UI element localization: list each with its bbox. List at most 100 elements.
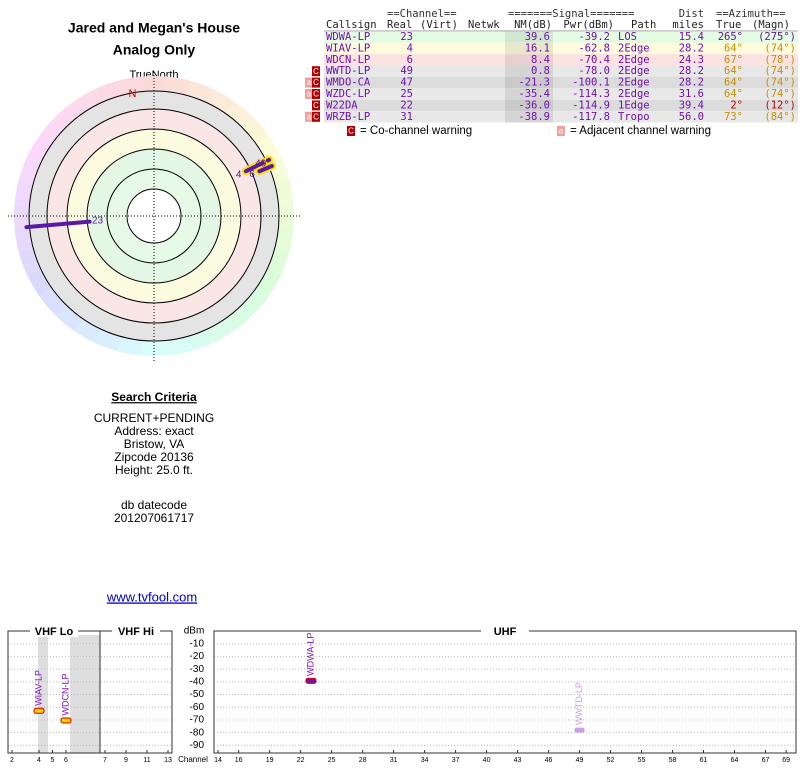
compass-ring <box>225 304 253 331</box>
warning-icon <box>312 100 320 111</box>
warning-icon <box>305 111 313 122</box>
x-tick-label: 6 <box>64 757 68 764</box>
x-tick-label: 43 <box>514 757 522 764</box>
cell-true: 67° <box>724 54 743 66</box>
cell-magn: (74°) <box>764 42 796 54</box>
panel-title: UHF <box>494 626 517 638</box>
cell-pwr: -114.3 <box>572 88 610 100</box>
cell-path: 2Edge <box>618 54 650 66</box>
y-axis-label: dBm <box>184 626 205 637</box>
title: Jared and Megan's House <box>68 20 240 36</box>
row-background <box>324 54 798 66</box>
column-header: NM(dB) <box>514 19 552 31</box>
x-tick-label: 7 <box>103 757 107 764</box>
panel-frame <box>99 630 173 754</box>
band-gap <box>70 635 100 753</box>
column-header: Netwk <box>468 19 500 31</box>
compass-ring <box>117 76 144 96</box>
search-title: Search Criteria <box>111 390 197 404</box>
group-header: =======Signal======= <box>508 8 634 20</box>
cell-callsign: WRZB-LP <box>326 111 370 123</box>
cell-callsign: WWTD-LP <box>326 65 370 77</box>
x-tick-label: 4 <box>37 757 41 764</box>
group-header: ==Channel== <box>387 8 457 20</box>
row-background <box>324 99 798 112</box>
warning-icon <box>312 111 320 122</box>
subtitle: Analog Only <box>113 42 196 58</box>
x-tick-label: 14 <box>214 757 222 764</box>
cell-path: 2Edge <box>618 77 650 89</box>
cell-real: 47 <box>400 77 413 89</box>
cell-miles: 28.2 <box>679 65 704 77</box>
legend-text: = Co-channel warning <box>360 125 472 137</box>
compass-ring <box>73 318 102 343</box>
cell-callsign: WDCN-LP <box>326 54 370 66</box>
cell-real: 22 <box>400 99 413 111</box>
y-tick-label: -30 <box>190 664 205 675</box>
nm-shade <box>505 42 553 55</box>
row-background <box>324 111 798 123</box>
station-label: 49 <box>255 159 267 170</box>
compass-ring <box>242 287 269 315</box>
station-label: 6 <box>249 169 255 180</box>
cell-true: 64° <box>724 42 743 54</box>
search-line: Bristow, VA <box>124 437 184 451</box>
y-tick-label: -60 <box>190 702 205 713</box>
cell-real: 49 <box>400 65 413 77</box>
compass-ring <box>55 101 83 128</box>
column-header: Pwr(dBm) <box>563 19 614 31</box>
x-tick-label: 2 <box>10 757 14 764</box>
x-tick-label: 9 <box>124 757 128 764</box>
site-link[interactable]: www.tvfool.com <box>106 589 197 604</box>
compass-ring <box>206 89 235 114</box>
signal-label: WWTD-LP <box>574 682 584 725</box>
warning-symbol: C <box>313 78 319 87</box>
search-line: Height: 25.0 ft. <box>115 463 193 477</box>
cell-real: 25 <box>400 88 413 100</box>
cell-callsign: WIAV-LP <box>326 42 370 54</box>
x-tick-label: 19 <box>266 757 274 764</box>
x-tick-label: 55 <box>638 757 646 764</box>
cell-nm: -38.9 <box>518 111 550 123</box>
station-label: 23 <box>92 216 104 227</box>
x-tick-label: 31 <box>390 757 398 764</box>
cell-magn: (74°) <box>764 65 796 77</box>
compass-ring <box>14 179 34 206</box>
cell-nm: 0.8 <box>531 65 550 77</box>
cell-nm: -36.0 <box>518 99 550 111</box>
y-tick-label: -70 <box>190 715 205 726</box>
column-header: (Virt) <box>420 19 458 31</box>
y-tick-label: -50 <box>190 689 205 700</box>
y-tick-label: -90 <box>190 740 205 751</box>
cell-pwr: -62.8 <box>578 42 610 54</box>
cell-pwr: -114.9 <box>572 99 610 111</box>
nm-shade <box>505 65 553 77</box>
cell-magn: (12°) <box>764 99 796 111</box>
column-header: Real <box>387 19 412 31</box>
nm-shade <box>505 54 553 66</box>
cell-pwr: -117.8 <box>572 111 610 123</box>
datecode-label: db datecode <box>121 498 187 512</box>
panel-title-bg <box>30 625 78 637</box>
compass-ring <box>27 135 52 164</box>
cell-path: 2Edge <box>618 65 650 77</box>
cell-path: LOS <box>618 31 637 43</box>
cell-pwr: -70.4 <box>578 54 610 66</box>
cell-nm: 39.6 <box>525 31 550 43</box>
x-axis-label: Channel <box>178 755 208 764</box>
cell-path: Tropo <box>618 111 650 123</box>
cell-true: 64° <box>724 65 743 77</box>
cell-pwr: -78.0 <box>578 65 610 77</box>
band-gap <box>38 635 48 753</box>
signal-label: WDCN-LP <box>60 673 70 715</box>
x-tick-label: 46 <box>545 757 553 764</box>
compass-ring <box>256 268 281 297</box>
x-tick-label: 40 <box>483 757 491 764</box>
cell-magn: (84°) <box>764 111 796 123</box>
x-tick-label: 28 <box>359 757 367 764</box>
warning-symbol: C <box>313 101 319 110</box>
compass-ring <box>274 179 294 206</box>
x-tick-label: 58 <box>669 757 677 764</box>
row-background <box>324 31 798 43</box>
cell-callsign: W22DA <box>326 99 358 111</box>
